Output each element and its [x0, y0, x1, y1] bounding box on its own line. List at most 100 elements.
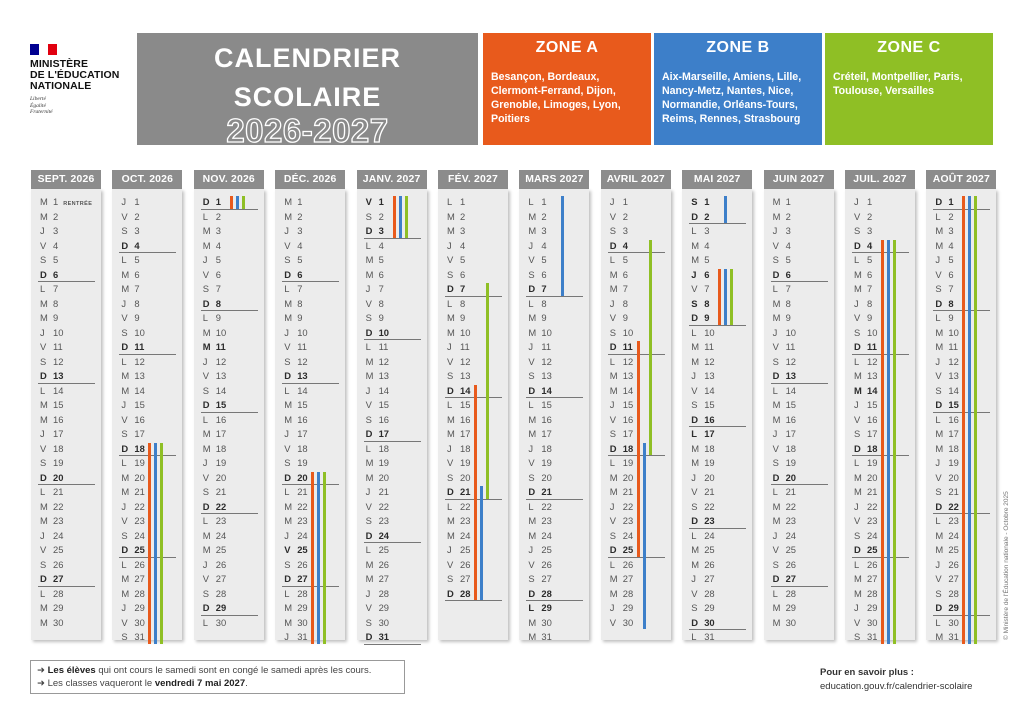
day-row: M 18 — [682, 442, 752, 457]
day-row: J 19 — [926, 456, 996, 471]
weekday-letter: D — [609, 442, 617, 454]
day-number: 1 — [378, 196, 384, 207]
day-number: 18 — [948, 442, 959, 454]
weekday-letter: V — [609, 515, 617, 526]
day-row: M 11 — [682, 340, 752, 355]
weekday-letter: M — [365, 573, 374, 584]
day-number: 6 — [378, 268, 384, 280]
day-number: 24 — [215, 529, 227, 541]
day-number: 15 — [297, 399, 308, 410]
day-number: 6 — [622, 268, 629, 280]
day-row: L 17 — [682, 427, 752, 442]
more-info-link[interactable]: education.gouv.fr/calendrier-scolaire — [820, 681, 973, 692]
day-number: 25 — [785, 544, 797, 555]
day-row: D 29 — [926, 601, 996, 616]
weekday-letter: S — [772, 254, 779, 265]
day-number: 4 — [622, 239, 629, 251]
day-number: 4 — [378, 239, 384, 251]
day-row: D 13 — [31, 369, 101, 384]
day-number: 15 — [378, 399, 390, 410]
weekday-letter: S — [691, 500, 698, 512]
day-number: 18 — [134, 442, 145, 454]
weekday-letter: L — [854, 355, 860, 367]
day-number: 8 — [541, 297, 547, 309]
day-number: 5 — [867, 254, 873, 265]
day-row: J 25 — [438, 543, 508, 558]
month-title: AOÛT 2027 — [926, 170, 997, 193]
day-row: M 11 — [194, 340, 264, 355]
day-number: 13 — [948, 370, 959, 381]
day-row: D 10 — [357, 326, 427, 341]
weekday-letter: M — [609, 573, 618, 584]
weekday-letter: M — [202, 529, 211, 541]
day-number: 14 — [53, 384, 64, 396]
day-row: J 21 — [357, 485, 427, 500]
day-number: 4 — [134, 239, 140, 251]
day-number: 20 — [460, 471, 471, 483]
weekday-letter: V — [528, 254, 535, 265]
holiday-bar-zone-c — [893, 239, 896, 644]
day-row: V 27 — [926, 572, 996, 587]
day-number: 31 — [297, 631, 308, 642]
weekday-letter: M — [772, 196, 781, 207]
weekday-letter: M — [121, 587, 130, 599]
weekday-letter: J — [284, 428, 289, 439]
day-row: V 30 — [845, 616, 915, 631]
note-2-end: . — [245, 678, 248, 689]
weekday-letter: S — [284, 355, 291, 367]
weekday-letter: M — [691, 341, 699, 352]
day-row: M 17 — [438, 427, 508, 442]
day-row: V 18 — [764, 442, 834, 457]
zone-c-title: ZONE C — [825, 33, 993, 63]
day-number: 11 — [460, 341, 470, 352]
weekday-letter: M — [935, 239, 944, 251]
day-row: D 29 — [194, 601, 264, 616]
day-row: D 20 — [31, 471, 101, 486]
day-row: M 25 — [926, 543, 996, 558]
day-number: 23 — [460, 515, 471, 526]
day-row: S 23 — [357, 514, 427, 529]
weekday-letter: M — [202, 341, 211, 352]
more-info-label: Pour en savoir plus : — [820, 667, 914, 678]
day-number: 20 — [704, 471, 715, 483]
day-row: M 13 — [601, 369, 671, 384]
holiday-bar-zone-c — [323, 471, 327, 644]
day-row: L 22 — [438, 500, 508, 515]
day-row: J 17 — [31, 427, 101, 442]
day-row: V 16 — [112, 413, 182, 428]
weekday-letter: J — [121, 602, 127, 613]
french-flag-icon — [30, 44, 57, 55]
weekday-letter: D — [121, 544, 129, 555]
weekday-letter: S — [854, 326, 861, 338]
day-row: D 18 — [601, 442, 671, 457]
day-number: 7 — [134, 283, 140, 294]
weekday-letter: M — [284, 312, 292, 323]
weekday-letter: J — [284, 631, 289, 642]
weekday-letter: L — [284, 283, 290, 294]
weekday-letter: L — [935, 515, 941, 526]
day-number: 21 — [948, 486, 959, 497]
day-row: D 27 — [31, 572, 101, 587]
day-number: 25 — [134, 544, 145, 555]
weekday-letter: M — [284, 210, 292, 222]
day-number: 6 — [53, 268, 59, 280]
weekday-letter: L — [609, 254, 616, 265]
day-number: 29 — [53, 602, 64, 613]
weekday-letter: D — [202, 602, 210, 613]
weekday-letter: D — [284, 268, 291, 280]
day-row: S 14 — [926, 384, 996, 399]
weekday-letter: D — [121, 442, 129, 454]
day-number: 10 — [53, 326, 64, 338]
weekday-letter: V — [772, 544, 779, 555]
weekday-letter: L — [854, 558, 860, 570]
